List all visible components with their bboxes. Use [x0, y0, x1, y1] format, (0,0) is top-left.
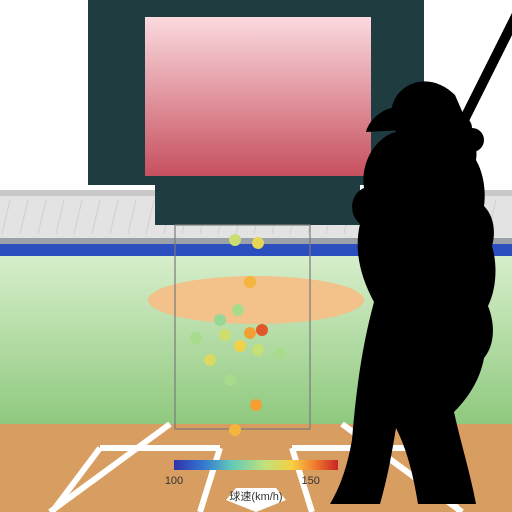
pitch-point: [204, 354, 216, 366]
pitch-point: [244, 327, 256, 339]
colorbar-tick: 100: [165, 475, 183, 487]
pitch-point: [256, 324, 268, 336]
pitch-point: [229, 424, 241, 436]
mound: [148, 276, 364, 324]
pitch-point: [252, 237, 264, 249]
colorbar-label: 球速(km/h): [229, 489, 282, 503]
pitch-point: [190, 332, 202, 344]
pitch-point: [232, 304, 244, 316]
pitch-point: [274, 347, 286, 359]
pitch-point: [214, 314, 226, 326]
pitch-point: [224, 374, 236, 386]
pitch-point: [234, 340, 246, 352]
pitch-point: [250, 399, 262, 411]
pitch-chart: 100 150 球速(km/h): [0, 0, 512, 512]
colorbar: [174, 460, 338, 470]
pitch-point: [229, 234, 241, 246]
pitch-point: [244, 276, 256, 288]
pitch-point: [252, 344, 264, 356]
scoreboard-stem: [155, 185, 360, 225]
colorbar-tick: 150: [301, 475, 319, 487]
pitch-point: [219, 329, 231, 341]
scoreboard-screen: [145, 17, 371, 176]
